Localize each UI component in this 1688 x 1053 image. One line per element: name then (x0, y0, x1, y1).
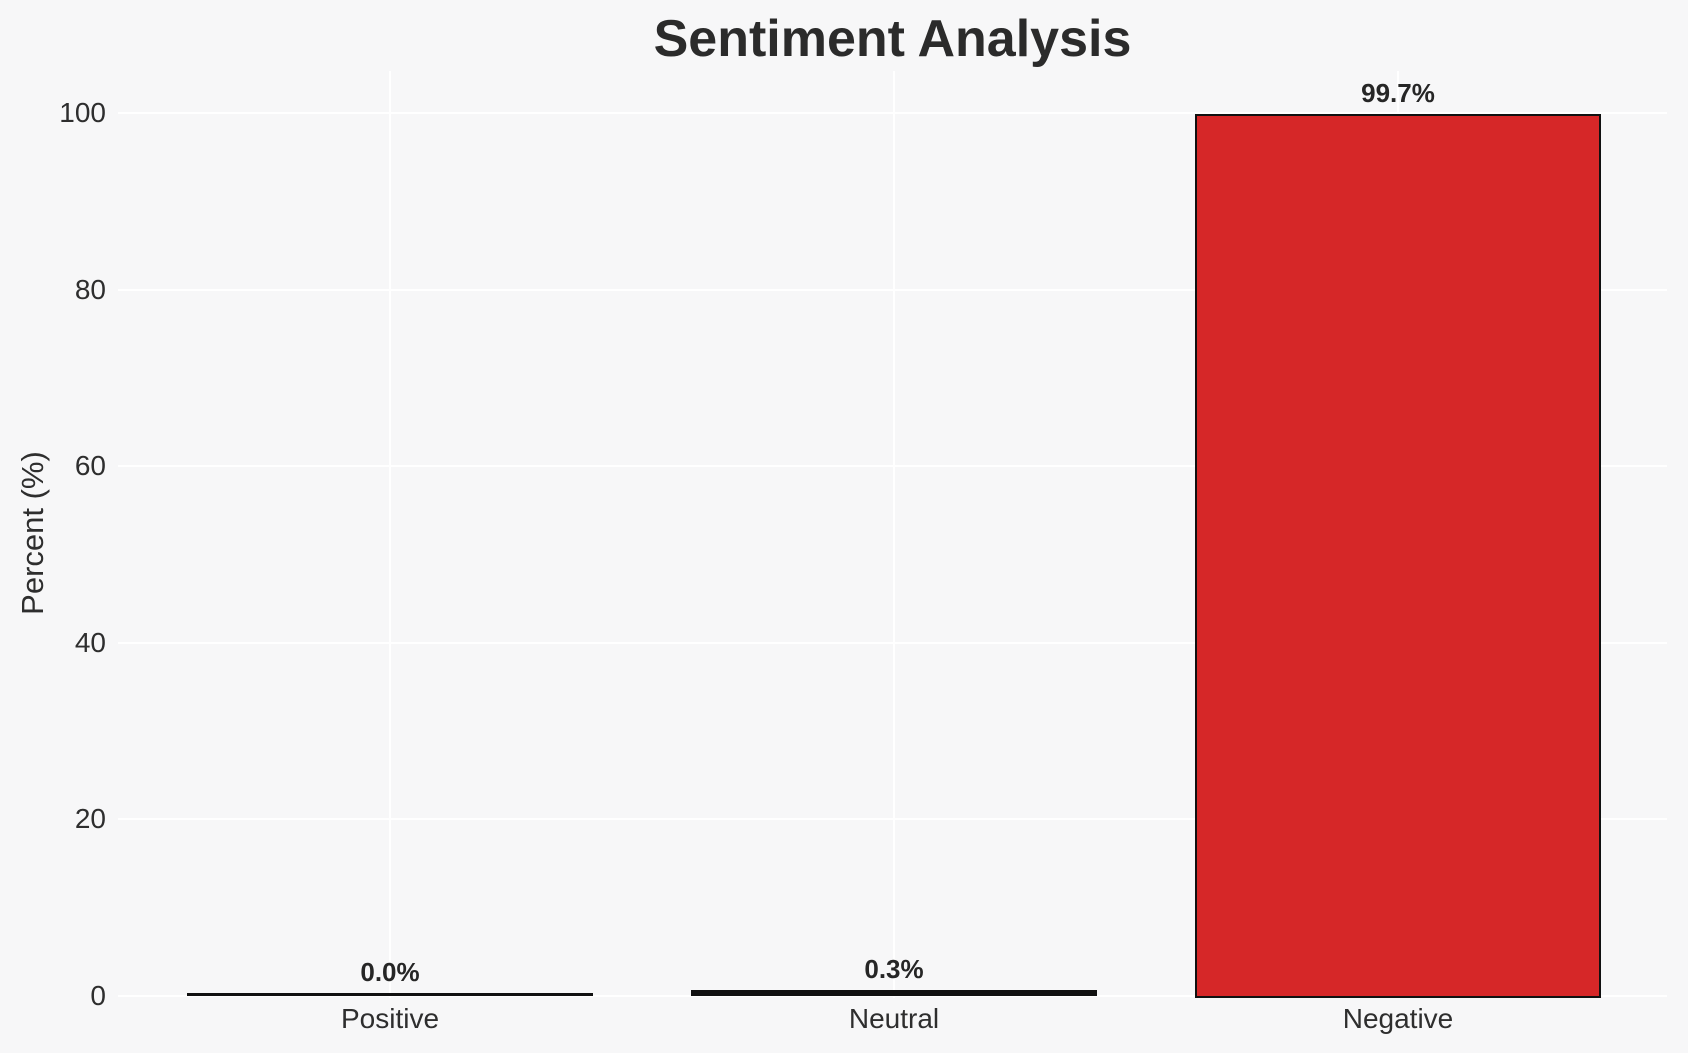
bar-negative (1195, 114, 1601, 998)
v-gridline-positive (389, 71, 391, 998)
x-tick-neutral: Neutral (848, 1003, 940, 1034)
bar-neutral (691, 990, 1097, 996)
value-label-neutral: 0.3% (864, 954, 924, 985)
value-label-positive: 0.0% (360, 957, 420, 987)
y-tick-100: 100 (59, 97, 106, 128)
h-gridline-40 (118, 641, 1667, 644)
h-gridline-20 (118, 818, 1667, 821)
bar-positive (187, 993, 593, 996)
h-gridline-100 (118, 112, 1667, 114)
chart-title: Sentiment Analysis (653, 10, 1132, 68)
h-gridline-80 (118, 288, 1667, 291)
y-tick-20: 20 (74, 803, 106, 835)
y-tick-0: 0 (90, 980, 106, 1011)
h-gridline-60 (118, 465, 1667, 468)
v-gridline-neutral (893, 71, 895, 998)
x-tick-positive: Positive (340, 1003, 440, 1034)
value-label-negative: 99.7% (1361, 78, 1435, 108)
h-gridline-0 (118, 995, 1667, 997)
x-tick-negative: Negative (1342, 1003, 1454, 1034)
y-tick-60: 60 (74, 450, 106, 482)
y-tick-80: 80 (74, 273, 106, 305)
y-tick-40: 40 (74, 626, 106, 658)
